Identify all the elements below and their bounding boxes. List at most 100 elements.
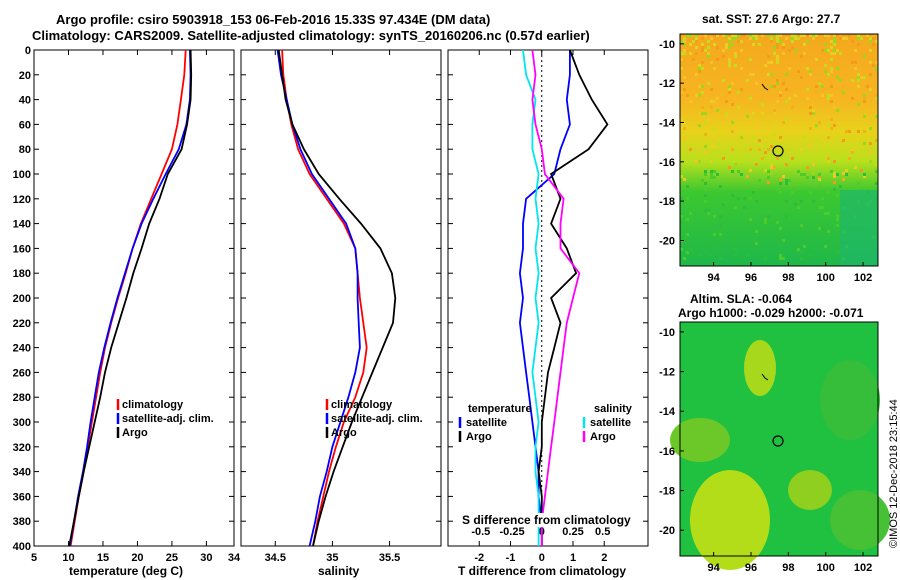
sla-map-ytick-label: -14 <box>659 406 676 418</box>
depth-tick-label: 100 <box>13 169 31 181</box>
imos-watermark: ©IMOS 12-Dec-2018 23:15:44 <box>888 399 900 548</box>
depth-tick-label: 40 <box>19 95 31 107</box>
difference-xtick-label: -2 <box>474 552 484 564</box>
depth-tick-label: 320 <box>13 442 31 454</box>
depth-tick-label: 240 <box>13 343 31 355</box>
depth-tick-label: 200 <box>13 293 31 305</box>
difference-legend-salinity: salinity <box>594 403 633 415</box>
depth-tick-label: 60 <box>19 119 31 131</box>
sla-map-xtick-label: 100 <box>817 562 835 574</box>
depth-tick-label: 340 <box>13 467 31 479</box>
difference-xlabel: T difference from climatology <box>458 564 627 578</box>
salinity-legend-label: satellite-adj. clim. <box>331 413 423 425</box>
salinity-legend-label: Argo <box>331 427 357 439</box>
sla-map <box>670 321 890 570</box>
difference-xlabel-top: S difference from climatology <box>462 513 631 527</box>
sst-map-title: sat. SST: 27.6 Argo: 27.7 <box>702 12 841 26</box>
difference-s-tick-label: -0.25 <box>500 526 525 538</box>
temperature-xtick-label: 5 <box>31 552 37 564</box>
salinity-series-argo <box>277 49 397 547</box>
temperature-legend-label: climatology <box>122 399 184 411</box>
salinity-plot: 34.5 35 35.5 <box>241 49 441 564</box>
sst-map-xtick-label: 98 <box>782 272 794 284</box>
depth-tick-label: 360 <box>13 491 31 503</box>
sst-float-location-marker <box>772 145 784 157</box>
sla-map-ytick-label: -18 <box>659 486 675 498</box>
salinity-series-climatology <box>281 49 368 547</box>
difference-s-tick-label: 0.25 <box>562 526 583 538</box>
depth-tick-label: 160 <box>13 243 31 255</box>
depth-tick-label: 380 <box>13 516 31 528</box>
depth-tick-label: 400 <box>13 541 31 553</box>
difference-s-tick-label: 0.5 <box>595 526 610 538</box>
sst-map <box>679 33 879 267</box>
sst-map-ytick-label: -14 <box>659 117 676 129</box>
sla-map-frame <box>679 321 879 557</box>
sst-map-ytick-label: -20 <box>659 235 675 247</box>
difference-legend-label: satellite <box>466 417 507 429</box>
sst-map-frame <box>679 33 879 267</box>
difference-legend-temperature: temperature <box>468 403 532 415</box>
sst-map-ytick-label: -12 <box>659 78 675 90</box>
temperature-series-argo <box>68 49 193 547</box>
salinity-legend-label: climatology <box>331 399 393 411</box>
temperature-panel-frame <box>33 49 235 547</box>
depth-tick-label: 140 <box>13 219 31 231</box>
difference-xtick-label: 0 <box>539 552 545 564</box>
difference-xtick-label: -1 <box>506 552 516 564</box>
sst-map-xtick-label: 100 <box>817 272 835 284</box>
difference-s-tick-label: -0.5 <box>471 526 490 538</box>
title-line-2: Climatology: CARS2009. Satellite-adjuste… <box>32 28 590 43</box>
sst-float-track <box>761 83 769 91</box>
temperature-xtick-label: 20 <box>131 552 143 564</box>
temperature-xtick-label: 30 <box>200 552 212 564</box>
depth-tick-label: 180 <box>13 268 31 280</box>
sla-map-title-1: Altim. SLA: -0.064 <box>690 292 793 306</box>
sla-map-xtick-label: 102 <box>854 562 872 574</box>
temperature-xtick-label: 10 <box>62 552 74 564</box>
depth-tick-label: 80 <box>19 144 31 156</box>
depth-tick-label: 280 <box>13 392 31 404</box>
sla-map-ytick-label: -20 <box>659 525 675 537</box>
depth-tick-label: 220 <box>13 318 31 330</box>
sst-map-xtick-label: 102 <box>854 272 872 284</box>
difference-series-temperature-satellite <box>518 50 571 546</box>
depth-tick-label: 260 <box>13 367 31 379</box>
sla-float-location-marker <box>772 435 784 447</box>
sst-map-xtick-label: 94 <box>707 272 720 284</box>
difference-plot: -2 -1 0 1 2-0.5 -0.25 0 0.25 0.5 <box>448 49 648 564</box>
difference-legend-label: satellite <box>590 417 631 429</box>
temperature-xlabel: temperature (deg C) <box>69 564 184 578</box>
salinity-panel-frame <box>240 49 442 547</box>
depth-tick-label: 120 <box>13 194 31 206</box>
sla-map-title-2: Argo h1000: -0.029 h2000: -0.071 <box>678 306 864 320</box>
temperature-legend-label: satellite-adj. clim. <box>122 413 214 425</box>
temperature-legend-label: Argo <box>122 427 148 439</box>
sla-map-ytick-label: -12 <box>659 367 675 379</box>
depth-tick-label: 20 <box>19 70 31 82</box>
temperature-plot: 5 10 15 20 25 30 34020406080100120140160180200… <box>13 45 241 564</box>
depth-tick-label: 0 <box>25 45 31 57</box>
sla-float-track <box>761 373 769 381</box>
salinity-xlabel: salinity <box>318 564 360 578</box>
temperature-xtick-label: 34 <box>228 552 241 564</box>
salinity-series-satellite-adj-clim- <box>276 49 361 547</box>
salinity-xtick-label: 35 <box>326 552 338 564</box>
sla-map-xtick-label: 98 <box>782 562 794 574</box>
temperature-xtick-label: 25 <box>166 552 178 564</box>
difference-series-salinity-satellite <box>522 49 540 546</box>
difference-xtick-label: 2 <box>601 552 607 564</box>
salinity-xtick-label: 35.5 <box>379 552 400 564</box>
difference-legend-label: Argo <box>466 431 492 443</box>
difference-legend-label: Argo <box>590 431 616 443</box>
sst-map-ytick-label: -16 <box>659 157 675 169</box>
sla-map-xtick-label: 96 <box>745 562 757 574</box>
sst-map-ytick-label: -10 <box>659 39 675 51</box>
sst-map-ytick-label: -18 <box>659 196 675 208</box>
depth-tick-label: 300 <box>13 417 31 429</box>
difference-xtick-label: 1 <box>570 552 576 564</box>
sla-map-ytick-label: -10 <box>659 327 675 339</box>
sla-map-ytick-label: -16 <box>659 446 675 458</box>
difference-series-temperature-argo <box>537 49 609 546</box>
